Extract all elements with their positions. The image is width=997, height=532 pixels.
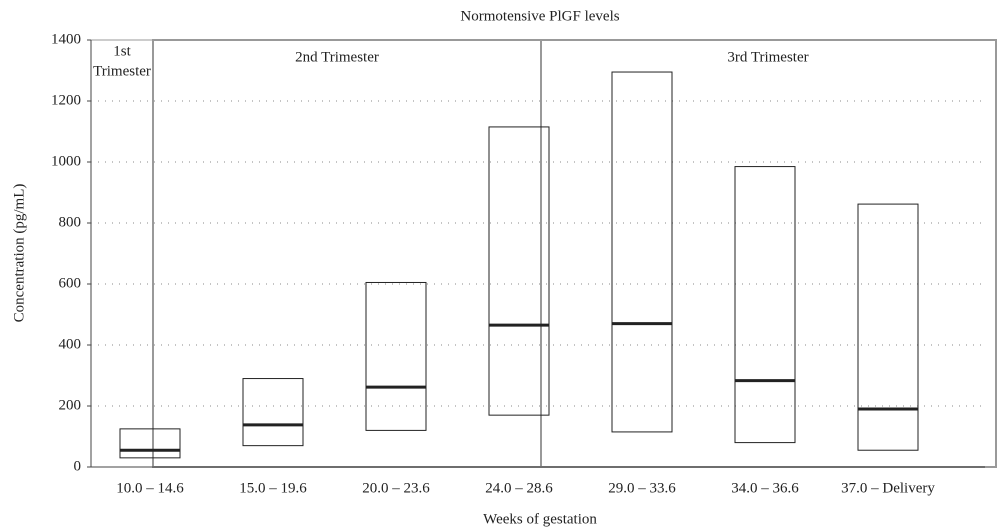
x-tick-label: 10.0 – 14.6	[116, 480, 184, 496]
range-box	[734, 166, 796, 444]
annotation: 1st	[113, 43, 131, 59]
range-box	[242, 378, 304, 447]
y-tick-label: 1000	[51, 153, 81, 169]
annotation: 3rd Trimester	[727, 49, 808, 65]
x-tick-label: 29.0 – 33.6	[608, 480, 676, 496]
x-tick-label: 20.0 – 23.6	[362, 480, 430, 496]
annotation: 2nd Trimester	[295, 49, 379, 65]
x-tick-label: 24.0 – 28.6	[485, 480, 553, 496]
y-tick-label: 0	[74, 458, 82, 474]
y-tick-label: 1200	[51, 92, 81, 108]
trimester-region	[90, 39, 154, 468]
y-tick-label: 200	[59, 397, 82, 413]
range-box	[611, 71, 673, 433]
y-tick-label: 400	[59, 336, 82, 352]
range-box	[365, 281, 427, 431]
annotation: Trimester	[93, 63, 151, 79]
trimester-region	[540, 39, 997, 468]
range-box	[857, 203, 919, 451]
y-axis-label: Concentration (pg/mL)	[11, 184, 27, 323]
y-tick-label: 800	[59, 214, 82, 230]
trimester-region	[152, 39, 542, 468]
x-tick-label: 15.0 – 19.6	[239, 480, 307, 496]
y-tick-label: 600	[59, 275, 82, 291]
range-box	[119, 428, 181, 459]
x-tick-label: 34.0 – 36.6	[731, 480, 799, 496]
x-tick-label: 37.0 – Delivery	[841, 480, 935, 496]
y-tick-label: 1400	[51, 31, 81, 47]
range-box	[488, 126, 550, 416]
chart-title: Normotensive PlGF levels	[460, 8, 619, 24]
x-axis-label: Weeks of gestation	[483, 511, 597, 527]
